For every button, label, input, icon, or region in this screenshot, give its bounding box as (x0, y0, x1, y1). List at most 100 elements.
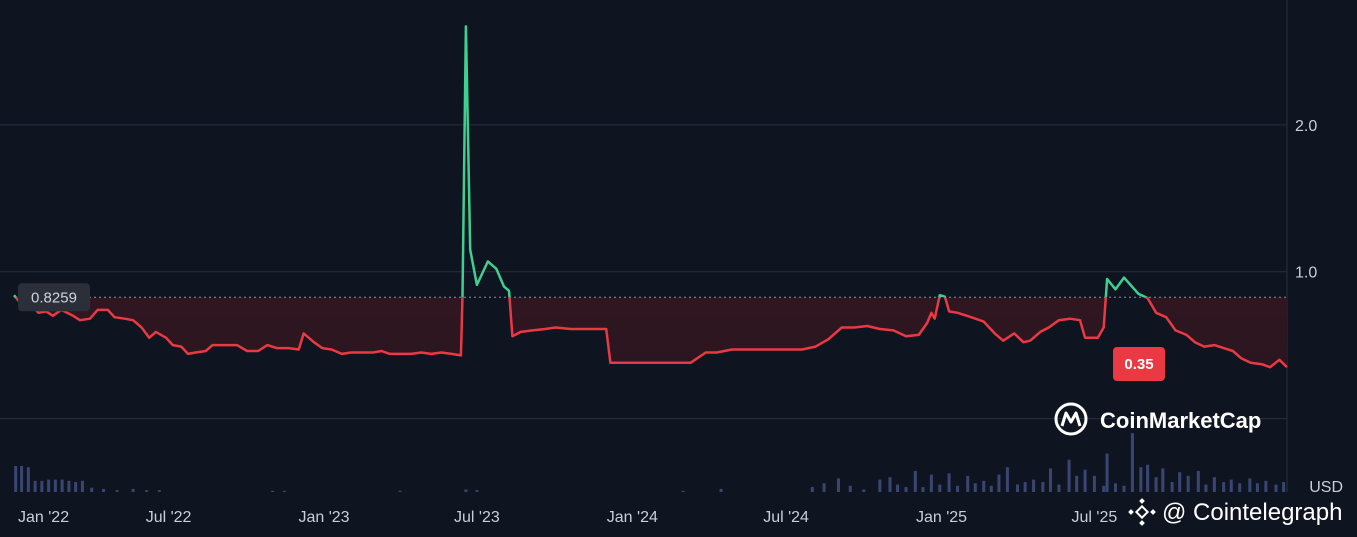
volume-bar (929, 474, 933, 492)
volume-bar (1102, 485, 1106, 492)
volume-bar (973, 483, 977, 492)
volume-bar (1204, 484, 1208, 492)
cointelegraph-wordmark: @ Cointelegraph (1162, 499, 1342, 526)
volume-bar (115, 490, 119, 492)
volume-bar (398, 490, 402, 492)
volume-bar (1264, 480, 1268, 492)
volume-bar (1146, 464, 1150, 492)
volume-bar (53, 479, 57, 492)
x-tick-label: Jan '25 (916, 509, 967, 526)
volume-bar (1114, 483, 1118, 492)
x-tick-label: Jul '23 (454, 509, 500, 526)
volume-bar (896, 484, 900, 492)
price-area (14, 297, 1287, 368)
volume-bar (157, 490, 161, 492)
volume-bar (1105, 453, 1109, 492)
volume-bar (1282, 482, 1286, 492)
current-price-label: 0.35 (1124, 356, 1153, 373)
coinmarketcap-logo-icon (1054, 402, 1088, 436)
volume-bar (982, 480, 986, 492)
x-axis: Jan '22 Jul '22 Jan '23 Jul '23 Jan '24 Jul '… (18, 509, 1117, 526)
volume-bar (1196, 470, 1200, 492)
volume-bar (1048, 468, 1052, 492)
x-tick-label: Jul '24 (763, 509, 809, 526)
volume-bar (90, 487, 94, 492)
cointelegraph-watermark: @ Cointelegraph (1128, 498, 1342, 526)
x-tick-label: Jan '23 (298, 509, 349, 526)
volume-bar (145, 490, 149, 492)
current-price-tag: 0.35 (1113, 347, 1165, 381)
volume-bar (913, 470, 917, 492)
volume-bar (80, 480, 84, 492)
volume-bar (1178, 472, 1182, 492)
volume-bar (1005, 467, 1009, 492)
x-tick-label: Jan '22 (18, 509, 69, 526)
x-tick-label: Jul '25 (1072, 509, 1118, 526)
volume-bar (1186, 475, 1190, 492)
volume-bar (1255, 483, 1259, 492)
volume-bar (14, 465, 18, 492)
baseline-marker: 0.8259 (14, 283, 1287, 312)
volume-bars (14, 433, 1286, 492)
x-tick-label: Jul '22 (146, 509, 192, 526)
volume-bar (1229, 479, 1233, 492)
volume-bar (1170, 482, 1174, 492)
volume-bar (26, 467, 30, 492)
volume-bar (1023, 482, 1027, 492)
volume-bar (1222, 482, 1226, 492)
volume-bar (1057, 484, 1061, 492)
coinmarketcap-watermark: CoinMarketCap (1054, 402, 1261, 436)
price-line (13, 25, 1288, 369)
coinmarketcap-wordmark: CoinMarketCap (1100, 408, 1261, 433)
volume-bar (74, 482, 78, 492)
volume-bar (475, 490, 479, 492)
volume-bar (921, 487, 925, 492)
volume-bar (888, 477, 892, 492)
volume-bar (862, 489, 866, 492)
y-tick-label: 2.0 (1295, 118, 1317, 135)
volume-bar (878, 479, 882, 492)
volume-bar (1092, 475, 1096, 492)
volume-bar (131, 488, 135, 492)
price-line-below (14, 297, 1288, 369)
currency-label: USD (1309, 479, 1343, 496)
volume-bar (719, 488, 723, 492)
volume-bar (1075, 475, 1079, 492)
volume-bar (1032, 479, 1036, 492)
volume-bar (270, 490, 274, 492)
volume-bar (1016, 484, 1020, 492)
volume-bar (1122, 485, 1126, 492)
volume-bar (956, 485, 960, 492)
baseline-tag (18, 283, 90, 312)
volume-bar (1248, 478, 1252, 492)
volume-bar (1238, 483, 1242, 492)
volume-bar (60, 479, 64, 492)
volume-bar (997, 474, 1001, 492)
volume-bar (1041, 482, 1045, 492)
volume-bar (1130, 433, 1134, 492)
x-tick-label: Jan '24 (607, 509, 658, 526)
volume-bar (282, 490, 286, 492)
volume-bar (1139, 467, 1143, 492)
volume-bar (989, 485, 993, 492)
volume-bar (966, 475, 970, 492)
volume-bar (1083, 469, 1087, 492)
grid-lines (0, 0, 1288, 492)
volume-bar (904, 487, 908, 492)
volume-bar (67, 480, 71, 492)
volume-bar (47, 479, 51, 492)
volume-bar (1154, 477, 1158, 492)
volume-bar (836, 478, 840, 492)
below-baseline-area (14, 297, 1287, 368)
y-axis: 1.0 2.0 (1295, 118, 1317, 282)
baseline-tag-label: 0.8259 (31, 289, 77, 306)
volume-bar (40, 480, 44, 492)
volume-bar (810, 487, 814, 492)
volume-bar (947, 473, 951, 492)
volume-bar (848, 485, 852, 492)
volume-bar (681, 490, 685, 492)
volume-bar (20, 465, 24, 492)
y-tick-label: 1.0 (1295, 265, 1317, 282)
binance-logo-icon (1128, 498, 1156, 526)
